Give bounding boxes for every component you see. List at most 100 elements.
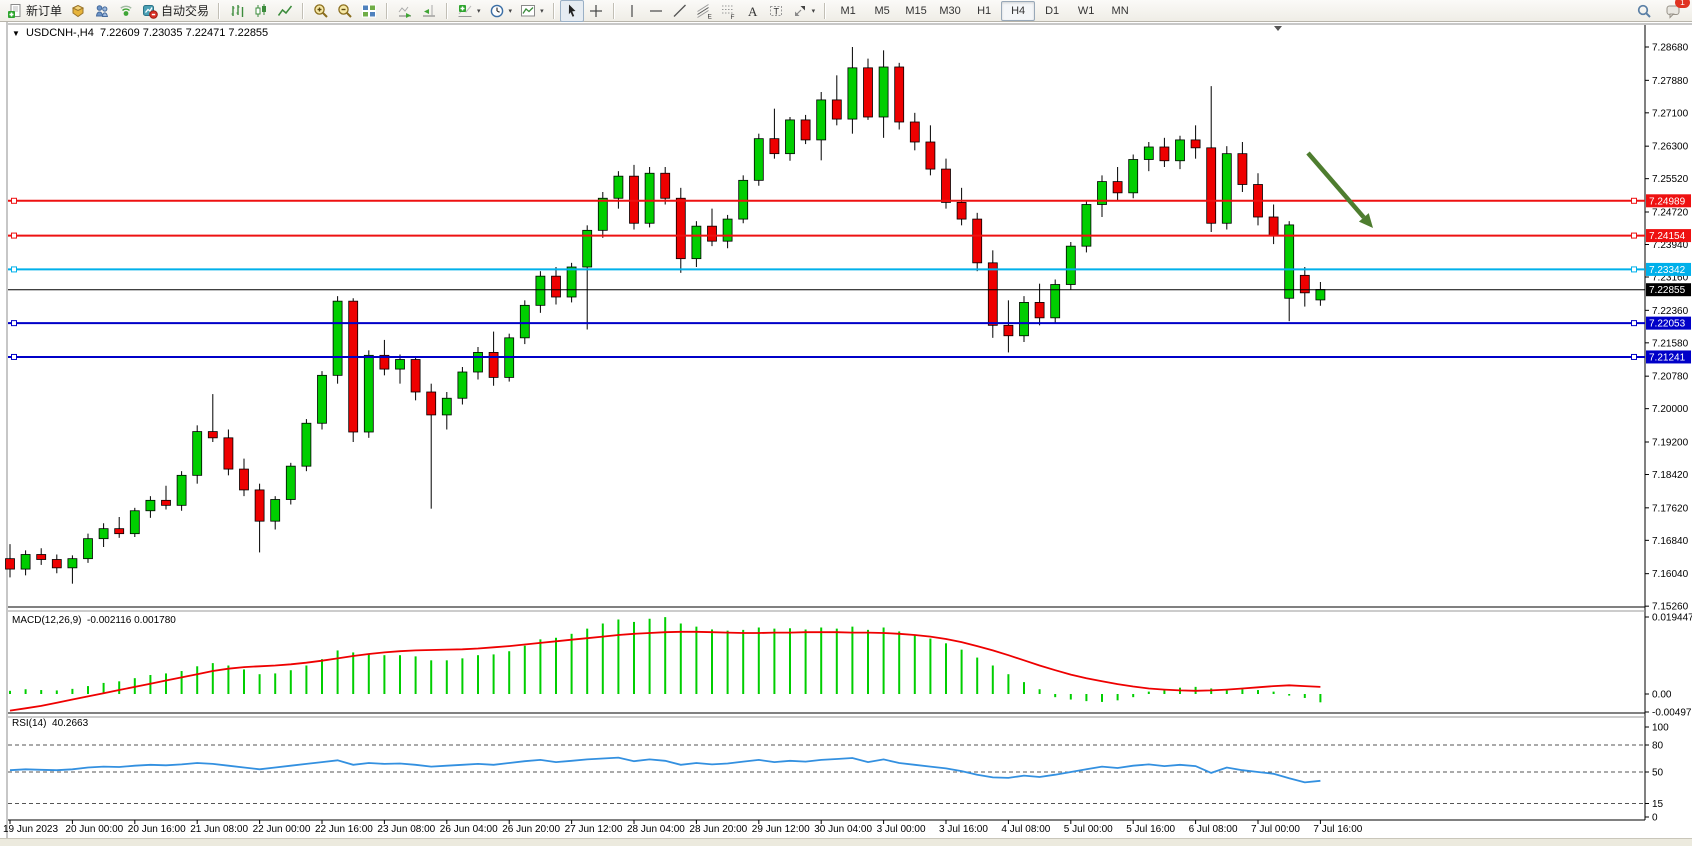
- signals-icon: [118, 3, 134, 19]
- macd-pane: 0.019447 0.00 -0.004976: [9, 613, 1692, 719]
- fibo-glyph: E: [696, 3, 712, 19]
- text-label-tool-button[interactable]: T: [764, 0, 788, 22]
- rsi-value: 40.2663: [52, 718, 89, 729]
- collapse-icon[interactable]: ▼: [12, 29, 20, 38]
- status-strip: [0, 838, 1692, 846]
- new-order-button[interactable]: 新订单: [3, 0, 66, 22]
- timeframe-W1[interactable]: W1: [1077, 4, 1095, 17]
- text-label-tool-icon: T: [768, 3, 784, 19]
- time-tick-label: 27 Jun 12:00: [565, 824, 623, 835]
- data-window-button[interactable]: [66, 0, 90, 22]
- time-tick-label: 7 Jul 16:00: [1313, 824, 1362, 835]
- annotation-arrow-head[interactable]: [1358, 213, 1373, 228]
- candle-body: [161, 499, 171, 506]
- price-tick-label: 7.16040: [1652, 569, 1689, 580]
- time-tick-label: 22 Jun 16:00: [315, 824, 373, 835]
- zoom-out-button[interactable]: [333, 0, 357, 22]
- timeframe-H4[interactable]: H4: [1001, 0, 1036, 21]
- arrows-tool-button[interactable]: ▾: [788, 0, 820, 22]
- chart-shift-marker[interactable]: [1274, 26, 1282, 31]
- fibo-channel-button[interactable]: F: [716, 0, 740, 22]
- hline-handle[interactable]: [11, 232, 17, 239]
- candle-body: [816, 99, 827, 141]
- zoom-out-icon: [337, 3, 353, 19]
- toolbar-separator: [302, 2, 305, 19]
- price-tick-label: 7.25520: [1652, 174, 1689, 185]
- cursor-button[interactable]: [559, 0, 584, 22]
- indicators-dropdown-arrow[interactable]: ▾: [477, 7, 481, 15]
- timeframe-D1[interactable]: D1: [1045, 4, 1060, 17]
- hline-handle[interactable]: [1631, 197, 1637, 204]
- candle-body: [1159, 146, 1170, 162]
- templates-button[interactable]: ▾: [516, 0, 548, 22]
- time-tick-label: 5 Jul 00:00: [1064, 824, 1113, 835]
- tile-glyph: [362, 4, 377, 17]
- hline-handle[interactable]: [11, 266, 17, 273]
- rsi-axis-label: 0: [1652, 813, 1658, 824]
- price-tick-label: 7.15260: [1652, 602, 1689, 613]
- hline-handle[interactable]: [1631, 320, 1637, 327]
- periods-dropdown-arrow[interactable]: ▾: [508, 7, 513, 15]
- search-button[interactable]: [1632, 0, 1656, 22]
- periods-button[interactable]: ▾: [485, 0, 517, 22]
- zoom-in-button[interactable]: [309, 0, 333, 22]
- arrows-tool-dropdown-arrow[interactable]: ▾: [811, 7, 816, 15]
- timeframe-M30[interactable]: M30: [939, 4, 961, 17]
- price-badge: [1646, 229, 1691, 243]
- line-chart-mode-button[interactable]: [273, 0, 297, 22]
- timeframe-MN[interactable]: MN: [1111, 4, 1129, 17]
- auto-trading-label: 自动交易: [161, 4, 210, 18]
- hline-handle[interactable]: [11, 197, 17, 204]
- fibonacci-button[interactable]: E: [692, 0, 716, 22]
- crosshair-button[interactable]: [584, 0, 608, 22]
- templates-dropdown-arrow[interactable]: ▾: [540, 7, 544, 15]
- price-tick-label: 7.23940: [1652, 240, 1689, 251]
- timeframe-M15[interactable]: M15: [905, 4, 927, 17]
- hline-handle[interactable]: [1631, 232, 1637, 239]
- indicators-icon: [457, 3, 473, 19]
- price-badge: [1646, 194, 1691, 208]
- chart-shift-button[interactable]: [417, 0, 441, 22]
- bar-chart-mode-button[interactable]: [225, 0, 249, 22]
- auto-scroll-button[interactable]: [393, 0, 417, 22]
- trendline-button[interactable]: [668, 0, 692, 22]
- time-tick-label: 7 Jul 00:00: [1251, 824, 1300, 835]
- candle-body: [363, 354, 374, 433]
- timeframe-H1[interactable]: H1: [977, 4, 992, 17]
- candle-body: [941, 168, 951, 203]
- indicators-button[interactable]: ▾: [453, 0, 485, 22]
- notifications-button[interactable]: 1: [1662, 0, 1690, 22]
- macd-axis-label: 0.00: [1652, 690, 1672, 701]
- line-chart-mode-icon: [277, 3, 293, 19]
- hline-handle[interactable]: [1631, 266, 1637, 273]
- annotation-arrow[interactable]: [1306, 151, 1366, 219]
- candle-body: [1299, 274, 1310, 294]
- timeframe-M1[interactable]: M1: [840, 4, 856, 17]
- hline-handle[interactable]: [11, 353, 17, 360]
- toolbar-group-5: [557, 0, 611, 22]
- bars-glyph: [231, 4, 244, 17]
- candle-body: [909, 121, 920, 143]
- timeframe-M5[interactable]: M5: [874, 4, 890, 17]
- new-order-label: 新订单: [26, 4, 63, 18]
- text-tool-button[interactable]: A: [740, 0, 764, 22]
- signals-button[interactable]: [114, 0, 138, 22]
- hline-handle[interactable]: [1631, 353, 1637, 360]
- candle-body: [707, 225, 717, 242]
- hline-handle[interactable]: [11, 320, 17, 327]
- macd-indicator-label: MACD(12,26,9) -0.002116 0.001780: [12, 615, 176, 626]
- candle-body: [831, 99, 842, 120]
- linechart-glyph: [277, 5, 293, 16]
- vertical-line-button[interactable]: [620, 0, 644, 22]
- horizontal-line-button[interactable]: [644, 0, 668, 22]
- auto-trading-button[interactable]: 自动交易: [138, 0, 213, 22]
- time-tick-label: 3 Jul 16:00: [939, 824, 988, 835]
- time-tick-label: 5 Jul 16:00: [1126, 824, 1175, 835]
- navigator-button[interactable]: [90, 0, 114, 22]
- candlestick-mode-button[interactable]: [249, 0, 273, 22]
- price-tick-label: 7.17620: [1652, 503, 1689, 514]
- tile-windows-button[interactable]: [357, 0, 381, 22]
- candle-body: [1112, 181, 1123, 194]
- price-tick-label: 7.18420: [1652, 470, 1689, 481]
